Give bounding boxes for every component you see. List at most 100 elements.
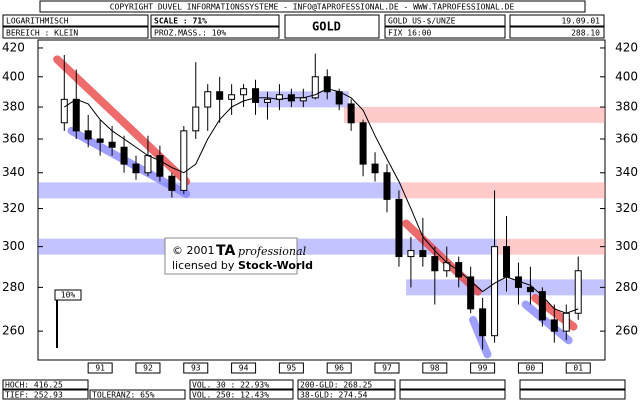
x-tick-label: 93 xyxy=(191,364,201,373)
candle-body xyxy=(359,122,367,165)
scale-type: LOGARITHMISCH xyxy=(6,17,69,26)
watermark: TA xyxy=(216,243,235,259)
footer-box xyxy=(519,379,626,390)
footer-box xyxy=(2,379,89,390)
candle-body xyxy=(240,88,248,96)
header-box xyxy=(150,14,280,27)
x-tick-label: 01 xyxy=(573,364,583,373)
candle-body xyxy=(192,106,200,132)
candle-body xyxy=(419,250,427,258)
candle-body xyxy=(574,270,582,314)
candle-body xyxy=(491,246,499,337)
candle-body xyxy=(467,276,475,310)
plot xyxy=(38,53,605,359)
footer-box xyxy=(189,379,294,390)
x-tick-box xyxy=(374,362,400,374)
footer-stat: TIEF: 252.93 xyxy=(5,391,63,400)
x-tick-box xyxy=(517,362,543,374)
watermark-box xyxy=(164,237,298,275)
percent: PROZ.MASS.: 10% xyxy=(154,29,226,38)
header-box xyxy=(384,14,506,27)
watermark: licensed by xyxy=(172,259,235,272)
candle-body xyxy=(72,98,80,132)
candle-body xyxy=(562,312,570,332)
header-box xyxy=(384,26,506,39)
x-tick-box xyxy=(183,362,209,374)
candle-body xyxy=(395,198,403,258)
footer-box xyxy=(297,389,396,400)
candle-body xyxy=(323,76,331,93)
x-tick-box xyxy=(278,362,304,374)
footer-stat: 200-GLD: 268.25 xyxy=(300,381,372,390)
range: BEREICH : KLEIN xyxy=(6,29,78,38)
x-tick-label: 96 xyxy=(334,364,344,373)
chart-title: GOLD xyxy=(312,20,341,34)
x-tick-label: 98 xyxy=(430,364,440,373)
scale-label: 10% xyxy=(61,291,76,300)
candle-body xyxy=(526,286,534,293)
trendline xyxy=(53,55,191,186)
candle-body xyxy=(431,256,439,272)
trendline xyxy=(67,126,191,198)
x-tick-label: 97 xyxy=(382,364,392,373)
x-tick-label: 91 xyxy=(95,364,105,373)
candle-body xyxy=(156,155,164,177)
plot-area xyxy=(37,39,606,361)
candle-body xyxy=(252,88,260,103)
candle-body xyxy=(108,141,116,148)
x-tick-label: 99 xyxy=(478,364,488,373)
y-tick-label: 320 xyxy=(2,201,25,215)
y-tick-label-right: 420 xyxy=(615,40,638,54)
header-box xyxy=(2,26,149,39)
y-tick-label-right: 300 xyxy=(615,239,638,253)
x-tick-box xyxy=(87,362,113,374)
candle-body xyxy=(168,175,176,191)
footer-stat: 38-GLD: 274.54 xyxy=(300,391,368,400)
trendline xyxy=(469,315,492,359)
x-tick-box xyxy=(470,362,496,374)
candle-body xyxy=(84,130,92,140)
x-tick-box xyxy=(326,362,352,374)
copyright: COPYRIGHT DUVEL INFORMATIONSSYSTEME - IN… xyxy=(110,3,515,12)
candle-body xyxy=(216,91,224,100)
candle-body xyxy=(263,98,271,103)
candle-body xyxy=(407,250,415,258)
footer-box xyxy=(399,379,506,390)
header-box xyxy=(150,26,280,39)
date: 19.09.01 xyxy=(561,17,600,26)
watermark: professional xyxy=(238,245,307,258)
level-band xyxy=(38,182,402,199)
level-band xyxy=(496,238,605,255)
y-tick-label: 300 xyxy=(2,239,25,253)
moving-average xyxy=(64,88,579,314)
candle-body xyxy=(204,91,212,108)
x-tick-label: 00 xyxy=(526,364,536,373)
footer-box xyxy=(519,389,626,400)
candle-body xyxy=(455,262,463,278)
candle-body xyxy=(383,172,391,200)
scale: SCALE : 71% xyxy=(154,17,207,26)
header-box xyxy=(2,14,149,27)
candle-body xyxy=(120,146,128,165)
trendline xyxy=(521,300,573,345)
candle-body xyxy=(132,163,140,174)
candle-body xyxy=(550,319,558,332)
candle-body xyxy=(503,246,511,278)
footer-stat: VOL. 30 : 22.93% xyxy=(192,381,269,390)
last-price: 288.10 xyxy=(571,29,600,38)
x-tick-box xyxy=(231,362,257,374)
footer-box xyxy=(189,389,294,400)
y-tick-label-right: 280 xyxy=(615,280,638,294)
x-tick-label: 92 xyxy=(143,364,153,373)
y-tick-label: 360 xyxy=(2,131,25,145)
instrument: GOLD US-$/UNZE xyxy=(388,17,456,26)
y-tick-label-right: 400 xyxy=(615,69,638,83)
candle-body xyxy=(311,76,319,99)
footer-box xyxy=(2,389,89,400)
y-tick-label-right: 380 xyxy=(615,100,638,114)
candle-body xyxy=(538,291,546,321)
x-tick-label: 95 xyxy=(287,364,297,373)
header-box xyxy=(509,26,605,39)
y-tick-label-right: 260 xyxy=(615,324,638,338)
